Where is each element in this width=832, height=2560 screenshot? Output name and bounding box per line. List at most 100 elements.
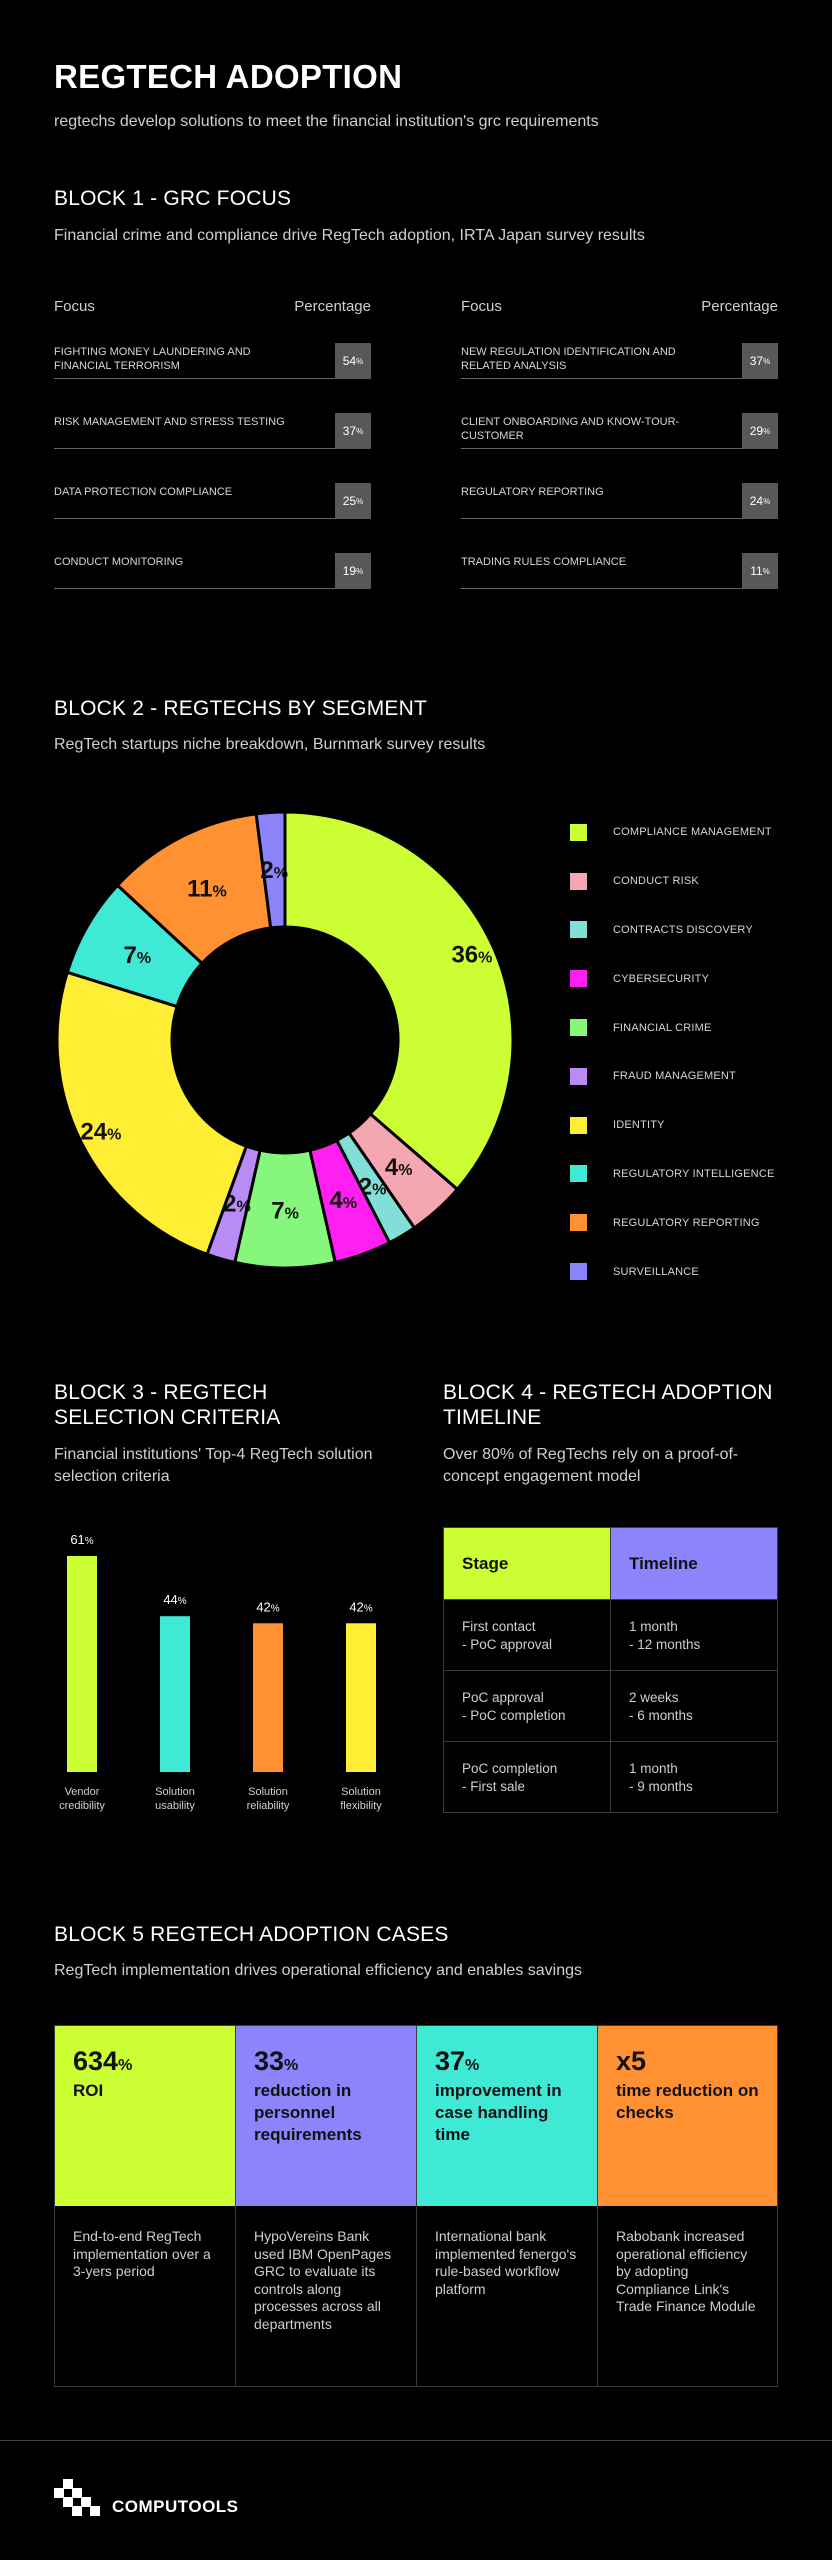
case-metric: x5 (616, 2048, 759, 2075)
percentage-badge: 11% (742, 553, 778, 589)
slice-percent: % (285, 1206, 299, 1223)
focus-label: TRADING RULES COMPLIANCE (461, 556, 627, 568)
timeline-row: First contact - PoC approval 1 month - 12… (444, 1599, 777, 1670)
case-metric: 37% (435, 2048, 579, 2075)
percentage-badge: 25% (335, 483, 371, 519)
legend-item: REGULATORY INTELLIGENCE (570, 1150, 820, 1199)
percentage-value: 19 (342, 564, 357, 578)
donut-slice (283, 810, 515, 1192)
bar-category-line: Solution (248, 1786, 288, 1798)
legend-item: REGULATORY REPORTING (570, 1198, 820, 1247)
bar-value: 44% (163, 1592, 186, 1607)
slice-value: 36 (451, 942, 478, 969)
legend-label: FINANCIAL CRIME (613, 1021, 712, 1034)
percentage-badge: 29% (742, 413, 778, 449)
block1-title: BLOCK 1 - GRC FOCUS (54, 187, 292, 210)
bar-category-line: flexibility (340, 1800, 382, 1812)
case-description: Rabobank increased operational efficienc… (616, 2228, 756, 2314)
case-description: International bank implemented fenergo's… (435, 2228, 577, 2297)
legend-label: IDENTITY (613, 1119, 665, 1132)
grc-focus-table-left: Focus Percentage FIGHTING MONEY LAUNDERI… (54, 298, 371, 623)
percent-sign: % (356, 566, 364, 576)
bar-category: Solution reliability (247, 1786, 290, 1812)
slice-percent: % (237, 1199, 251, 1216)
slice-value: 24 (80, 1118, 107, 1145)
case-metric-label: reduction in personnel requirements (254, 2081, 362, 2145)
percentage-badge: 37% (742, 343, 778, 379)
timeline-row: PoC approval - PoC completion 2 weeks - 6… (444, 1670, 777, 1741)
percent-sign: % (763, 496, 771, 506)
timeline-cell: 2 weeks - 6 months (629, 1690, 693, 1723)
col-focus: Focus (54, 298, 95, 315)
slice-percent: % (212, 883, 226, 900)
legend-item: CONDUCT RISK (570, 857, 820, 906)
case-metric-value: x5 (616, 2046, 647, 2076)
percentage-value: 37 (749, 354, 764, 368)
focus-label: CONDUCT MONITORING (54, 556, 184, 568)
focus-row: REGULATORY REPORTING 24% (461, 483, 778, 553)
bar-value-number: 61 (70, 1532, 84, 1547)
focus-label: NEW REGULATION IDENTIFICATION AND RELATE… (461, 346, 676, 373)
case-metric-value: 634 (73, 2046, 119, 2076)
slice-percent: % (343, 1195, 357, 1212)
block3-subtitle: Financial institutions' Top-4 RegTech so… (54, 1446, 373, 1485)
bar-value-percent: % (85, 1536, 94, 1547)
slice-percent: % (372, 1181, 386, 1198)
block2-title: BLOCK 2 - REGTECHS BY SEGMENT (54, 697, 427, 720)
table-header: Focus Percentage (54, 298, 371, 343)
case-metric-value: 33 (254, 2046, 285, 2076)
row-divider (461, 518, 778, 519)
stage-cell: First contact - PoC approval (444, 1600, 611, 1670)
legend-item: CYBERSECURITY (570, 954, 820, 1003)
slice-percent: % (398, 1162, 412, 1179)
legend-item: COMPLIANCE MANAGEMENT (570, 808, 820, 857)
selection-criteria-bar-chart: 61% Vendor credibility 44% Solution usability… (59, 1532, 382, 1812)
percent-sign: % (763, 356, 771, 366)
percentage-value: 25 (342, 494, 357, 508)
case-metric-value: 37 (435, 2046, 466, 2076)
legend-item: CONTRACTS DISCOVERY (570, 906, 820, 955)
legend-swatch (570, 921, 587, 939)
percent-sign: % (356, 426, 364, 436)
slice-label: 7% (124, 942, 152, 969)
focus-label: RISK MANAGEMENT AND STRESS TESTING (54, 416, 285, 428)
focus-row: TRADING RULES COMPLIANCE 11% (461, 553, 778, 623)
case-metric-label: improvement in case handling time (435, 2081, 562, 2145)
case-highlight: 33% reduction in personnel requirements (236, 2026, 416, 2206)
row-divider (54, 518, 371, 519)
row-divider (54, 448, 371, 449)
case-highlight: x5 time reduction on checks (598, 2026, 777, 2206)
focus-row: CLIENT ONBOARDING AND KNOW-TOUR-CUSTOMER… (461, 413, 778, 483)
bar-value: 61% (70, 1532, 93, 1547)
percentage-badge: 24% (742, 483, 778, 519)
legend-item: FRAUD MANAGEMENT (570, 1052, 820, 1101)
case-highlight: 37% improvement in case handling time (417, 2026, 597, 2206)
slice-label: 36% (451, 942, 492, 969)
focus-row: NEW REGULATION IDENTIFICATION AND RELATE… (461, 343, 778, 413)
block5-subtitle: RegTech implementation drives operationa… (54, 1962, 583, 1979)
bar-value-number: 44 (163, 1592, 177, 1607)
case-highlight: 634% ROI (55, 2026, 235, 2206)
case-card: 33% reduction in personnel requirements Hy… (235, 2025, 416, 2387)
slice-percent: % (107, 1126, 121, 1143)
percent-sign: % (356, 496, 364, 506)
grc-focus-table-right: Focus Percentage NEW REGULATION IDENTIFI… (461, 298, 778, 623)
block4-subtitle: Over 80% of RegTechs rely on a proof-of-… (443, 1446, 739, 1485)
slice-label: 4% (330, 1187, 358, 1214)
slice-value: 7 (271, 1198, 284, 1225)
block4-title: BLOCK 4 - REGTECH ADOPTION TIMELINE (443, 1381, 773, 1430)
donut-slice (55, 970, 249, 1257)
bar-value-number: 42 (256, 1599, 270, 1614)
case-metric-label: ROI (73, 2081, 104, 2100)
row-divider (461, 588, 778, 589)
bar-category: Vendor credibility (59, 1786, 105, 1812)
page-subtitle: regtechs develop solutions to meet the f… (54, 113, 599, 130)
slice-percent: % (478, 950, 492, 967)
legend-swatch (570, 1263, 587, 1281)
slice-value: 7 (124, 942, 137, 969)
bar-category: Solution usability (155, 1786, 195, 1812)
bar-category: Solution flexibility (340, 1786, 382, 1812)
timeline-cell: 1 month - 9 months (629, 1761, 693, 1794)
legend-item: SURVEILLANCE (570, 1247, 820, 1296)
legend-swatch (570, 970, 587, 988)
